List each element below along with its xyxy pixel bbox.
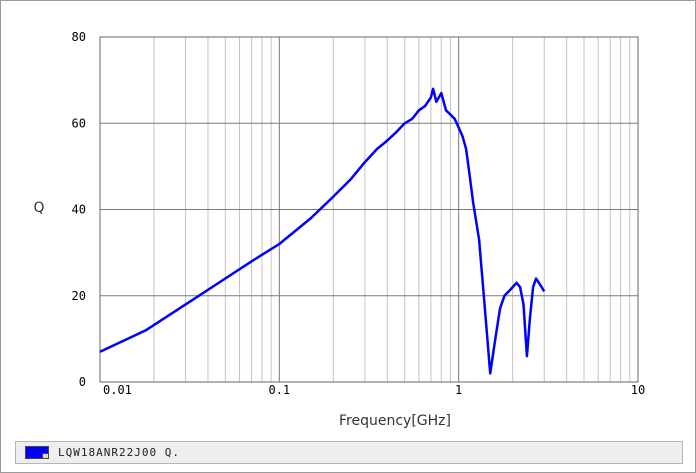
plot-border [99,36,639,383]
x-tick-labels: 0.01 0.1 1 10 [103,383,645,397]
legend-swatch[interactable] [25,446,49,459]
y-tick-label: 0 [79,375,86,389]
x-tick-label: 0.01 [103,383,132,397]
y-tick-label: 40 [72,203,86,217]
x-tick-label: 0.1 [268,383,290,397]
plot-border-rect [99,36,639,383]
y-tick-label: 60 [72,116,86,130]
y-tick-label: 80 [72,30,86,44]
y-tick-label: 20 [72,289,86,303]
x-tick-label: 1 [455,383,462,397]
legend-swatch-dropdown-icon [42,453,48,458]
x-axis-title: Frequency[GHz] [339,413,451,429]
series-layer [99,87,546,375]
legend: LQW18ANR22J00 Q. [15,441,683,464]
x-tick-label: 10 [631,383,645,397]
y-axis-title: Q [33,200,44,216]
legend-label: LQW18ANR22J00 Q. [58,446,180,459]
y-tick-labels: 0 20 40 60 80 [72,30,86,389]
series-line [99,87,546,375]
